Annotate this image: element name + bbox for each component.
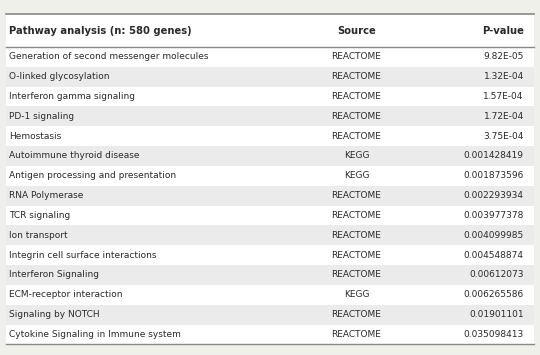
- Text: REACTOME: REACTOME: [332, 52, 381, 61]
- Text: REACTOME: REACTOME: [332, 231, 381, 240]
- Text: 9.82E-05: 9.82E-05: [483, 52, 524, 61]
- Bar: [6, 285, 534, 305]
- Text: Generation of second messenger molecules: Generation of second messenger molecules: [9, 52, 208, 61]
- Bar: [6, 245, 534, 265]
- Bar: [6, 166, 534, 186]
- Text: PD-1 signaling: PD-1 signaling: [9, 112, 75, 121]
- Text: 0.001873596: 0.001873596: [463, 171, 524, 180]
- Text: 0.002293934: 0.002293934: [464, 191, 524, 200]
- Bar: [6, 265, 534, 285]
- Text: REACTOME: REACTOME: [332, 251, 381, 260]
- Text: 3.75E-04: 3.75E-04: [483, 132, 524, 141]
- Text: Signaling by NOTCH: Signaling by NOTCH: [9, 310, 100, 319]
- Bar: [6, 14, 534, 47]
- Text: O-linked glycosylation: O-linked glycosylation: [9, 72, 110, 81]
- Bar: [6, 146, 534, 166]
- Text: KEGG: KEGG: [343, 152, 369, 160]
- Text: RNA Polymerase: RNA Polymerase: [9, 191, 84, 200]
- Text: REACTOME: REACTOME: [332, 330, 381, 339]
- Bar: [6, 106, 534, 126]
- Text: 0.006265586: 0.006265586: [463, 290, 524, 299]
- Text: REACTOME: REACTOME: [332, 112, 381, 121]
- Text: Interferon Signaling: Interferon Signaling: [9, 271, 99, 279]
- Text: 0.001428419: 0.001428419: [464, 152, 524, 160]
- Text: REACTOME: REACTOME: [332, 132, 381, 141]
- Text: REACTOME: REACTOME: [332, 211, 381, 220]
- Bar: [6, 305, 534, 324]
- Text: REACTOME: REACTOME: [332, 92, 381, 101]
- Text: 0.01901101: 0.01901101: [469, 310, 524, 319]
- Bar: [6, 67, 534, 87]
- Text: Integrin cell surface interactions: Integrin cell surface interactions: [9, 251, 157, 260]
- Text: 1.57E-04: 1.57E-04: [483, 92, 524, 101]
- Text: P-value: P-value: [482, 26, 524, 36]
- Text: REACTOME: REACTOME: [332, 191, 381, 200]
- Text: TCR signaling: TCR signaling: [9, 211, 70, 220]
- Bar: [6, 324, 534, 344]
- Text: 1.72E-04: 1.72E-04: [483, 112, 524, 121]
- Text: 1.32E-04: 1.32E-04: [483, 72, 524, 81]
- Text: Antigen processing and presentation: Antigen processing and presentation: [9, 171, 176, 180]
- Text: Hemostasis: Hemostasis: [9, 132, 62, 141]
- Text: Interferon gamma signaling: Interferon gamma signaling: [9, 92, 135, 101]
- Text: 0.003977378: 0.003977378: [463, 211, 524, 220]
- Text: 0.004548874: 0.004548874: [464, 251, 524, 260]
- Text: REACTOME: REACTOME: [332, 72, 381, 81]
- Bar: [6, 87, 534, 106]
- Text: ECM-receptor interaction: ECM-receptor interaction: [9, 290, 123, 299]
- Text: 0.004099985: 0.004099985: [463, 231, 524, 240]
- Text: Ion transport: Ion transport: [9, 231, 68, 240]
- Bar: [6, 225, 534, 245]
- Text: 0.035098413: 0.035098413: [463, 330, 524, 339]
- Text: Autoimmune thyroid disease: Autoimmune thyroid disease: [9, 152, 140, 160]
- Text: KEGG: KEGG: [343, 290, 369, 299]
- Text: 0.00612073: 0.00612073: [469, 271, 524, 279]
- Text: REACTOME: REACTOME: [332, 310, 381, 319]
- Text: Cytokine Signaling in Immune system: Cytokine Signaling in Immune system: [9, 330, 181, 339]
- Text: KEGG: KEGG: [343, 171, 369, 180]
- Bar: [6, 47, 534, 67]
- Text: REACTOME: REACTOME: [332, 271, 381, 279]
- Text: Source: Source: [337, 26, 376, 36]
- Bar: [6, 206, 534, 225]
- Bar: [6, 126, 534, 146]
- Bar: [6, 186, 534, 206]
- Text: Pathway analysis (n: 580 genes): Pathway analysis (n: 580 genes): [9, 26, 192, 36]
